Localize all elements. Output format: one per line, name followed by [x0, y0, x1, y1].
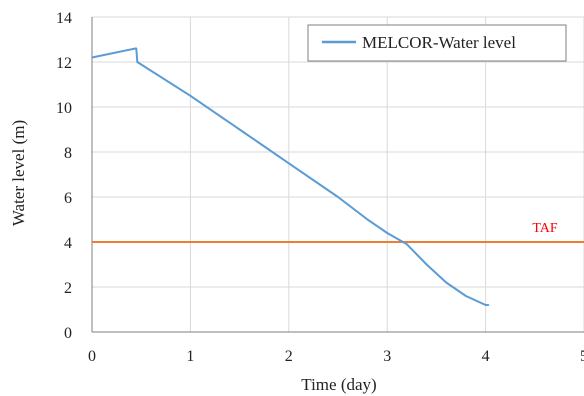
y-tick-label-12: 12 — [56, 55, 72, 72]
data-point-0-9 — [386, 232, 389, 234]
legend: MELCOR-Water level — [307, 24, 567, 62]
data-point-0-8 — [366, 218, 369, 221]
y-axis-title: Water level (m) — [9, 120, 28, 226]
data-point-0-2 — [135, 47, 138, 50]
x-axis-title: Time (day) — [301, 375, 376, 394]
data-point-0-14 — [484, 304, 487, 306]
axes — [91, 17, 584, 333]
grid-lines — [92, 16, 584, 332]
y-tick-label-4: 4 — [64, 235, 72, 252]
series-line-melcor-water-level — [91, 47, 489, 306]
data-point-0-0 — [91, 56, 93, 59]
x-tick-label-4: 4 — [482, 348, 490, 365]
x-tick-label-5: 5 — [580, 348, 584, 365]
data-point-0-11 — [425, 263, 428, 266]
data-point-0-5 — [238, 128, 241, 131]
data-point-0-4 — [189, 94, 192, 97]
data-point-0-3 — [136, 61, 139, 63]
y-tick-label-0: 0 — [64, 325, 72, 342]
data-point-0-7 — [337, 196, 339, 198]
x-tick-label-2: 2 — [285, 348, 293, 365]
x-tick-label-1: 1 — [186, 348, 194, 365]
series-layer — [91, 47, 490, 306]
y-tick-label-6: 6 — [64, 190, 72, 207]
x-tick-label-0: 0 — [88, 348, 96, 365]
x-tick-label-3: 3 — [383, 348, 391, 365]
legend-label-melcor-water-level: MELCOR-Water level — [362, 33, 516, 52]
data-point-0-6 — [288, 162, 290, 165]
annotation-taf: TAF — [532, 221, 558, 236]
y-tick-label-8: 8 — [64, 145, 72, 162]
data-point-0-12 — [445, 281, 448, 284]
data-point-0-13 — [465, 295, 467, 297]
y-tick-label-10: 10 — [56, 100, 72, 117]
data-point-0-10 — [406, 243, 408, 246]
data-point-0-15 — [487, 304, 490, 306]
y-tick-label-2: 2 — [64, 280, 72, 297]
y-tick-label-14: 14 — [56, 10, 72, 27]
